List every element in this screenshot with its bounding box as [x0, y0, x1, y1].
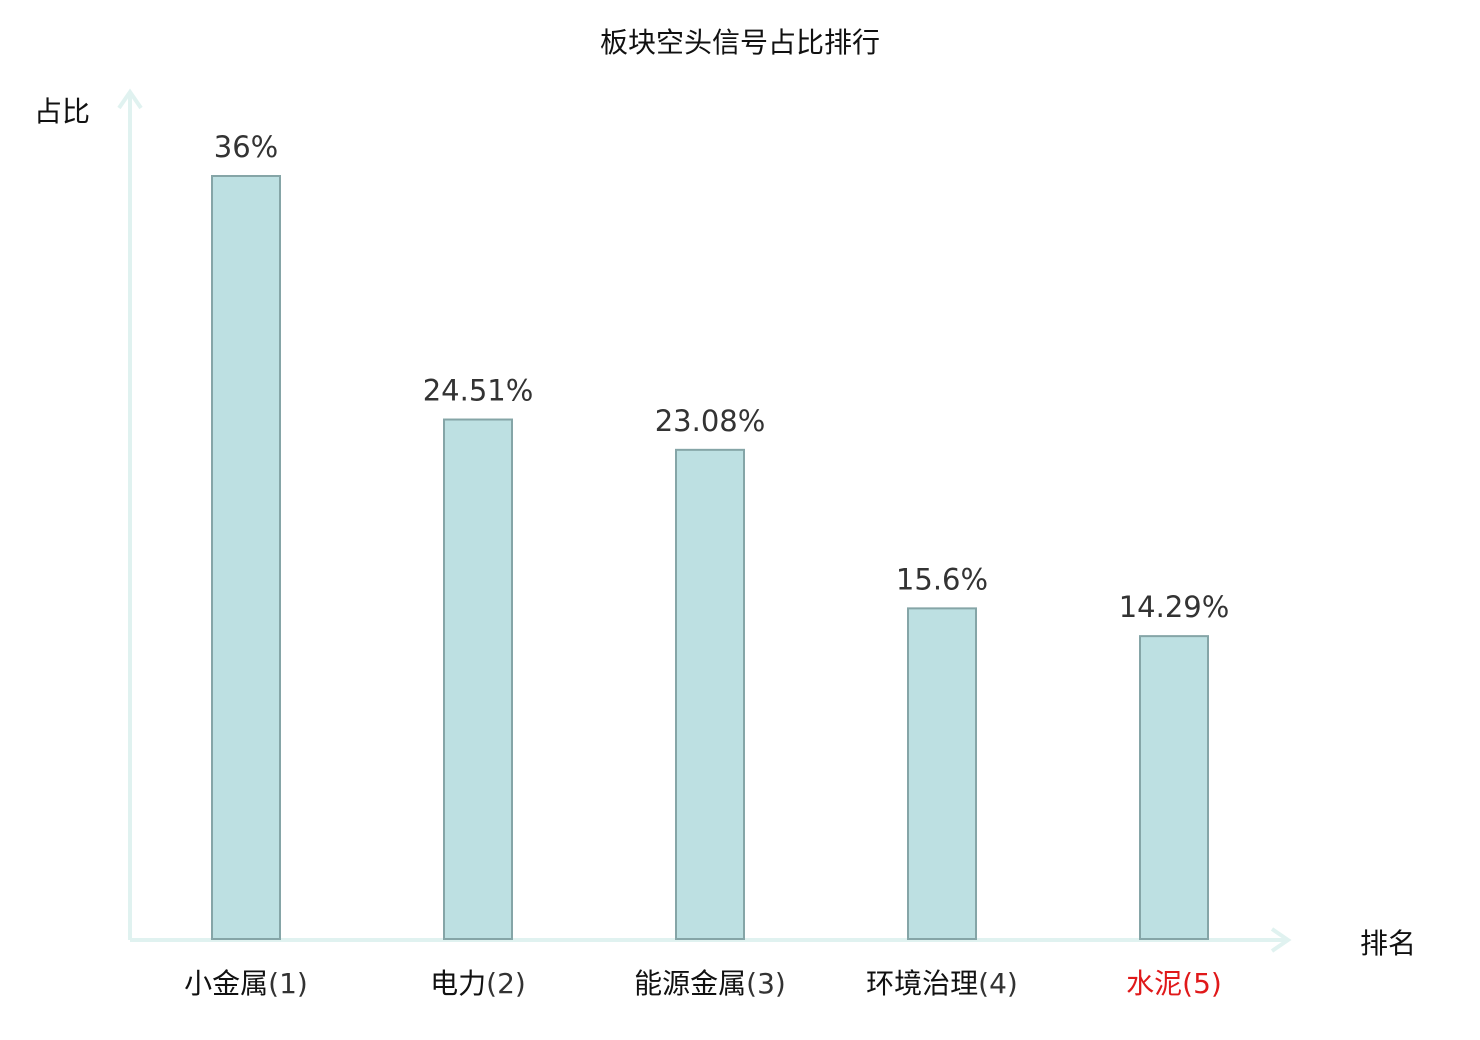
category-label-2: 电力(2) — [430, 967, 526, 1000]
category-label-5: 水泥(5) — [1126, 967, 1222, 1000]
category-label-4: 环境治理(4) — [866, 967, 1018, 1000]
bars — [211, 175, 1209, 941]
bar-2 — [443, 418, 513, 940]
x-axis-label: 排名 — [1360, 927, 1416, 960]
category-rank: (1) — [268, 967, 308, 1000]
category-name: 小金属 — [184, 967, 268, 1000]
value-label-5: 14.29% — [1119, 590, 1230, 624]
category-rank: (4) — [978, 967, 1018, 1000]
category-label-1: 小金属(1) — [184, 967, 308, 1000]
category-name: 环境治理 — [866, 967, 978, 1000]
category-rank: (2) — [486, 967, 526, 1000]
bar-5 — [1139, 635, 1209, 941]
category-name: 水泥 — [1126, 967, 1182, 1000]
x-axis-arrow — [1270, 927, 1292, 953]
category-rank: (5) — [1182, 967, 1222, 1000]
category-label-3: 能源金属(3) — [634, 967, 786, 1000]
category-labels: 小金属(1) 电力(2) 能源金属(3) 环境治理(4) 水泥(5) — [184, 967, 1222, 1000]
value-label-1: 36% — [214, 130, 278, 164]
value-label-3: 23.08% — [655, 404, 766, 438]
bar-3 — [675, 448, 745, 940]
value-label-4: 15.6% — [896, 562, 988, 596]
category-name: 能源金属 — [634, 967, 746, 1000]
value-label-2: 24.51% — [423, 374, 534, 408]
value-labels: 36% 24.51% 23.08% 15.6% 14.29% — [214, 130, 1230, 624]
chart-title: 板块空头信号占比排行 — [600, 26, 880, 59]
category-name: 电力 — [430, 967, 486, 1000]
y-axis-label: 占比 — [34, 95, 90, 128]
bar-1 — [211, 175, 281, 940]
category-rank: (3) — [746, 967, 786, 1000]
bar-4 — [907, 607, 977, 940]
y-axis-arrow — [117, 88, 143, 110]
